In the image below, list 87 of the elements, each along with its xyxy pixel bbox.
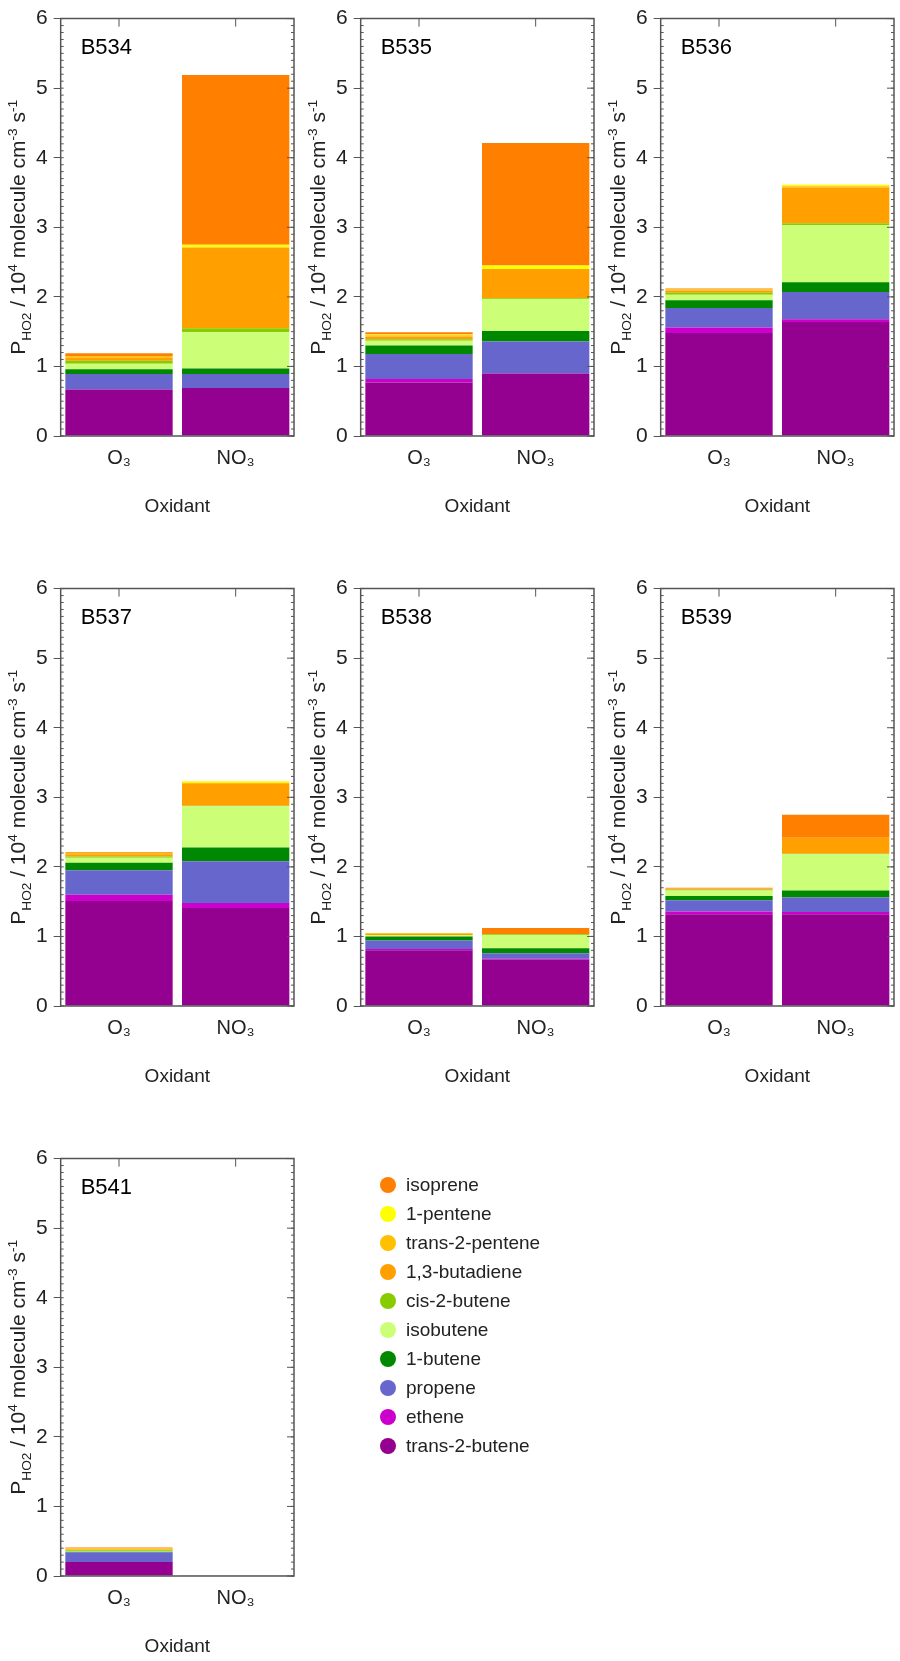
- legend-label: 1,3-butadiene: [406, 1260, 523, 1283]
- text: B537: [80, 603, 133, 629]
- y-tick-label: 6: [35, 5, 48, 29]
- y-tick-label: 4: [335, 144, 348, 168]
- y-tick-label: 5: [35, 644, 48, 668]
- y-tick-label: 1: [635, 353, 648, 377]
- legend-label: isobutene: [406, 1318, 489, 1341]
- x-axis-title: Oxidant: [744, 1064, 811, 1086]
- legend-label: propene: [406, 1376, 476, 1399]
- y-tick-label: 5: [335, 74, 348, 98]
- legend-label: ethene: [406, 1405, 465, 1428]
- y-tick-label: 5: [635, 644, 648, 668]
- x-axis-title: Oxidant: [744, 494, 811, 516]
- y-tick-label: 3: [35, 784, 48, 808]
- y-tick-label: 0: [35, 422, 48, 446]
- x-tick-label: NO₃: [216, 1585, 255, 1608]
- y-tick-label: 6: [335, 5, 348, 29]
- y-tick-label: 3: [35, 214, 48, 238]
- x-tick-label: O₃: [107, 445, 131, 468]
- text: B536: [680, 33, 733, 59]
- y-tick-label: 5: [35, 1214, 48, 1238]
- text: B539: [680, 603, 733, 629]
- text: B534: [80, 33, 133, 59]
- text: B538: [380, 603, 433, 629]
- y-tick-label: 1: [35, 923, 48, 947]
- text: B541: [80, 1173, 133, 1199]
- y-tick-label: 6: [635, 575, 648, 599]
- y-tick-label: 4: [635, 144, 648, 168]
- x-tick-label: O₃: [707, 445, 731, 468]
- y-tick-label: 2: [335, 853, 348, 877]
- y-tick-label: 5: [335, 644, 348, 668]
- y-tick-label: 3: [335, 784, 348, 808]
- y-tick-label: 3: [335, 214, 348, 238]
- y-tick-label: 0: [635, 992, 648, 1016]
- legend-label: 1-butene: [406, 1347, 482, 1370]
- y-tick-label: 0: [335, 992, 348, 1016]
- y-tick-label: 0: [35, 1562, 48, 1586]
- y-tick-label: 6: [35, 1145, 48, 1169]
- x-tick-label: NO₃: [516, 1015, 555, 1038]
- y-tick-label: 6: [635, 5, 648, 29]
- y-tick-label: 3: [35, 1354, 48, 1378]
- legend-label: 1-pentene: [406, 1202, 492, 1225]
- y-tick-label: 1: [335, 923, 348, 947]
- y-tick-label: 0: [335, 422, 348, 446]
- x-axis-title: Oxidant: [144, 1634, 211, 1656]
- x-axis-title: Oxidant: [144, 1064, 211, 1086]
- y-tick-label: 4: [335, 714, 348, 738]
- y-tick-label: 5: [635, 74, 648, 98]
- y-tick-label: 2: [635, 283, 648, 307]
- x-axis-title: Oxidant: [444, 1064, 511, 1086]
- y-tick-label: 2: [635, 853, 648, 877]
- y-tick-label: 0: [635, 422, 648, 446]
- x-tick-label: NO₃: [216, 445, 255, 468]
- y-tick-label: 1: [335, 353, 348, 377]
- x-tick-label: O₃: [407, 445, 431, 468]
- x-axis-title: Oxidant: [144, 494, 211, 516]
- x-tick-label: NO₃: [816, 445, 855, 468]
- x-tick-label: O₃: [407, 1015, 431, 1038]
- y-tick-label: 2: [35, 1423, 48, 1447]
- x-tick-label: O₃: [707, 1015, 731, 1038]
- legend-label: trans-2-pentene: [406, 1231, 541, 1254]
- y-tick-label: 0: [35, 992, 48, 1016]
- y-tick-label: 2: [35, 283, 48, 307]
- y-tick-label: 6: [335, 575, 348, 599]
- x-tick-label: O₃: [107, 1015, 131, 1038]
- x-tick-label: O₃: [107, 1585, 131, 1608]
- text: B535: [380, 33, 433, 59]
- y-tick-label: 4: [35, 144, 48, 168]
- y-tick-label: 2: [335, 283, 348, 307]
- y-tick-label: 1: [35, 1493, 48, 1517]
- y-tick-label: 4: [35, 1284, 48, 1308]
- y-tick-label: 3: [635, 784, 648, 808]
- y-tick-label: 3: [635, 214, 648, 238]
- y-tick-label: 4: [635, 714, 648, 738]
- x-tick-label: NO₃: [816, 1015, 855, 1038]
- legend-label: isoprene: [406, 1173, 479, 1196]
- y-tick-label: 1: [635, 923, 648, 947]
- y-tick-label: 2: [35, 853, 48, 877]
- y-tick-label: 1: [35, 353, 48, 377]
- y-tick-label: 5: [35, 74, 48, 98]
- y-tick-label: 4: [35, 714, 48, 738]
- x-tick-label: NO₃: [216, 1015, 255, 1038]
- x-axis-title: Oxidant: [444, 494, 511, 516]
- legend-label: trans-2-butene: [406, 1434, 530, 1457]
- legend-label: cis-2-butene: [406, 1289, 511, 1312]
- y-tick-label: 6: [35, 575, 48, 599]
- x-tick-label: NO₃: [516, 445, 555, 468]
